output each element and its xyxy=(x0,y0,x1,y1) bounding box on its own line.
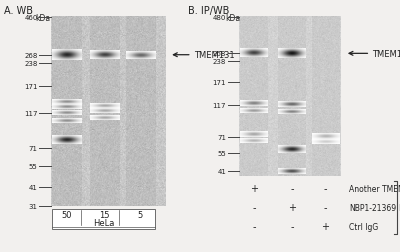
Text: 171: 171 xyxy=(213,79,226,85)
Text: kDa: kDa xyxy=(225,14,240,23)
Text: +: + xyxy=(288,202,296,212)
Text: NBP1-21369: NBP1-21369 xyxy=(349,203,396,212)
Text: 117: 117 xyxy=(213,103,226,109)
Bar xyxy=(52,209,155,229)
Text: 41: 41 xyxy=(29,184,38,190)
Text: Another TMEM131Ab: Another TMEM131Ab xyxy=(349,184,400,193)
Text: +: + xyxy=(321,221,329,231)
Text: 15: 15 xyxy=(100,210,110,219)
Text: A. WB: A. WB xyxy=(4,6,33,16)
Text: 238: 238 xyxy=(213,58,226,65)
Text: -: - xyxy=(324,202,327,212)
Text: 50: 50 xyxy=(62,210,72,219)
Text: 41: 41 xyxy=(217,169,226,175)
Text: -: - xyxy=(252,202,256,212)
Text: -: - xyxy=(252,221,256,231)
Text: Ctrl IgG: Ctrl IgG xyxy=(349,222,378,231)
Text: 71: 71 xyxy=(29,146,38,151)
Text: 480: 480 xyxy=(213,15,226,21)
Text: B. IP/WB: B. IP/WB xyxy=(188,6,229,16)
Text: IP: IP xyxy=(398,203,400,212)
Text: 31: 31 xyxy=(29,204,38,210)
Text: 268: 268 xyxy=(213,51,226,57)
Text: 268: 268 xyxy=(24,52,38,58)
Text: 117: 117 xyxy=(24,111,38,117)
Text: 238: 238 xyxy=(24,61,38,67)
Text: 55: 55 xyxy=(218,150,226,156)
Text: kDa: kDa xyxy=(36,14,51,23)
Text: 55: 55 xyxy=(29,164,38,169)
Text: HeLa: HeLa xyxy=(93,218,114,228)
Text: 71: 71 xyxy=(217,134,226,140)
Text: 5: 5 xyxy=(138,210,143,219)
Text: TMEM131: TMEM131 xyxy=(194,51,234,60)
Text: -: - xyxy=(290,183,294,193)
Text: +: + xyxy=(250,183,258,193)
Text: -: - xyxy=(290,221,294,231)
Text: TMEM131: TMEM131 xyxy=(372,50,400,59)
Text: 171: 171 xyxy=(24,84,38,90)
Text: -: - xyxy=(324,183,327,193)
Text: 460: 460 xyxy=(24,15,38,21)
